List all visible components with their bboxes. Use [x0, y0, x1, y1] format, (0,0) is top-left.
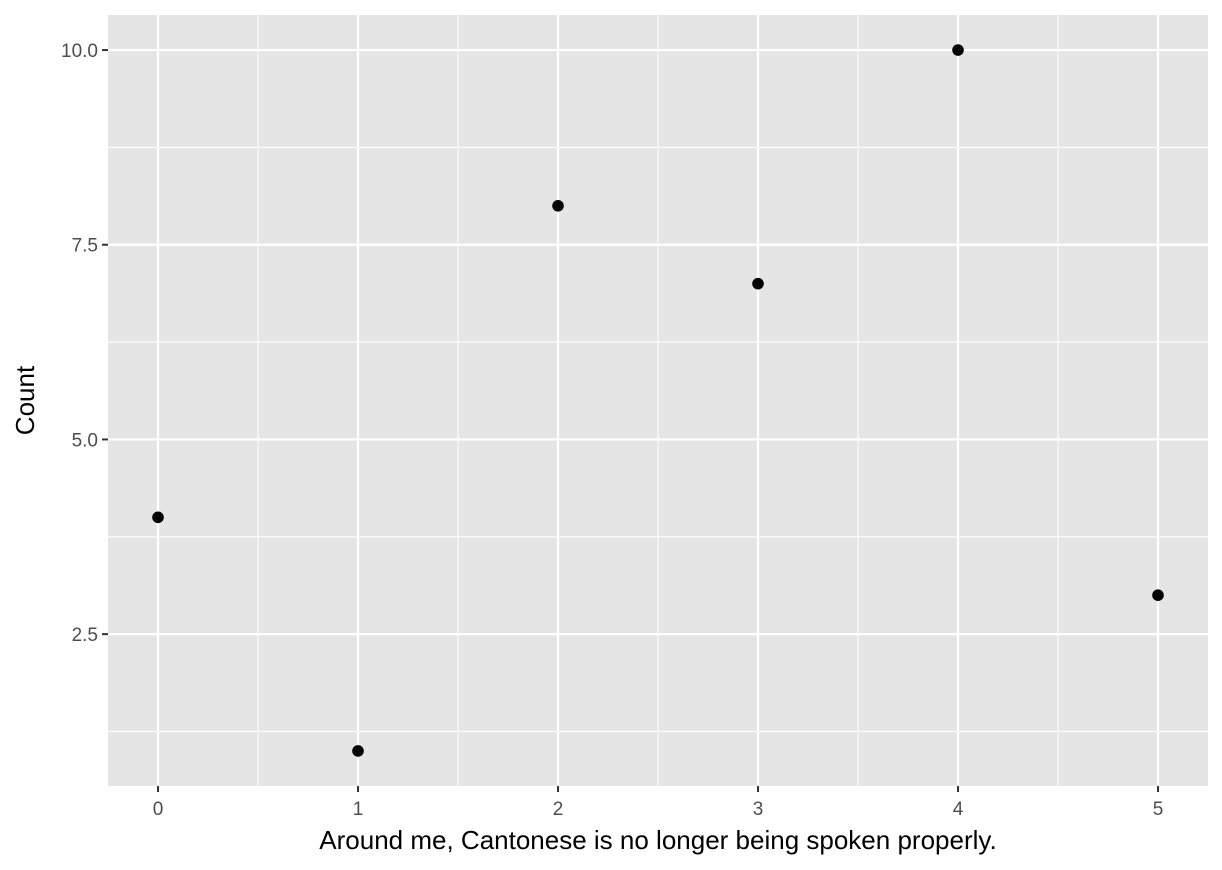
data-points [152, 44, 1164, 757]
y-tick-label: 7.5 [72, 236, 98, 257]
data-point [552, 200, 564, 212]
data-point [952, 44, 964, 56]
x-axis-title: Around me, Cantonese is no longer being … [319, 825, 996, 855]
x-tick-label: 4 [953, 799, 964, 820]
y-tick-label: 10.0 [61, 41, 98, 62]
y-tick-label: 5.0 [72, 430, 98, 451]
axis-ticks: 0 1 2 3 4 5 2.5 5.0 7.5 10.0 [61, 41, 1163, 820]
data-point [1152, 589, 1164, 601]
data-point [752, 277, 764, 290]
y-tick-label: 2.5 [72, 625, 98, 646]
x-tick-label: 5 [1153, 799, 1164, 820]
x-tick-label: 0 [153, 799, 164, 820]
major-gridlines [108, 15, 1208, 786]
minor-gridlines [108, 15, 1208, 786]
y-axis-title: Count [10, 365, 40, 435]
x-tick-label: 2 [553, 799, 564, 820]
x-tick-label: 1 [353, 799, 364, 820]
data-point [352, 745, 364, 757]
data-point [152, 511, 164, 524]
x-tick-label: 3 [753, 799, 764, 820]
